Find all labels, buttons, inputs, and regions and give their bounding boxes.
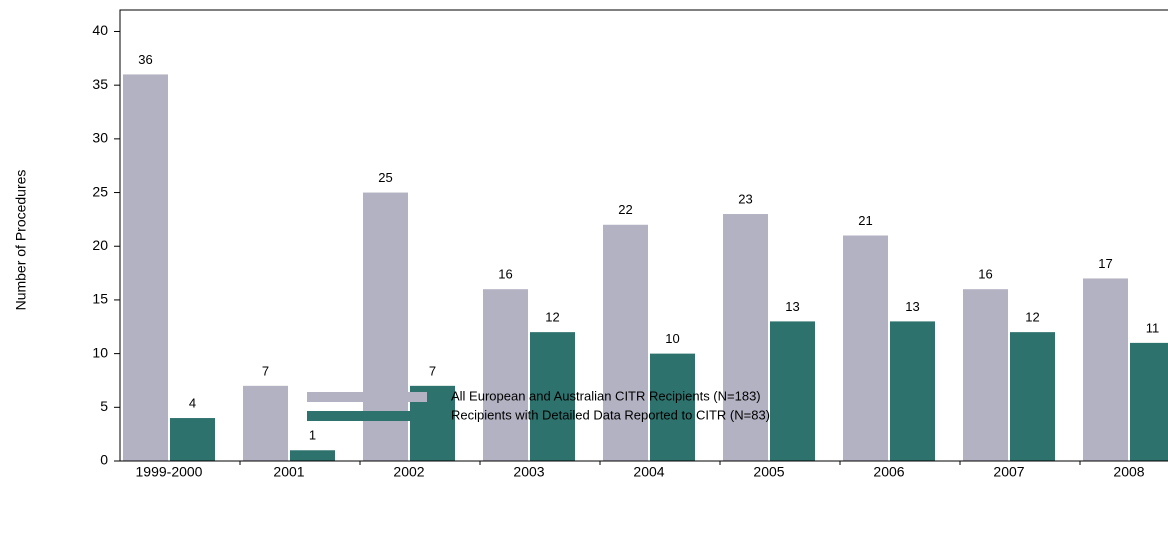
y-tick-label: 0	[100, 452, 108, 468]
bar	[723, 214, 768, 461]
y-axis-title: Number of Procedures	[13, 170, 29, 311]
y-tick-label: 35	[92, 76, 108, 92]
bar	[1130, 342, 1168, 461]
value-label: 16	[498, 267, 512, 282]
value-label: 11	[1146, 320, 1160, 335]
value-label: 4	[189, 395, 196, 410]
value-label: 25	[378, 170, 392, 185]
value-label: 16	[978, 267, 992, 282]
bar	[890, 321, 935, 461]
bar	[963, 289, 1008, 461]
bar	[1010, 332, 1055, 461]
value-label: 13	[785, 299, 799, 314]
y-tick-label: 40	[92, 22, 108, 38]
x-tick-label: 2007	[993, 464, 1024, 480]
value-label: 7	[262, 363, 269, 378]
value-label: 23	[738, 191, 752, 206]
legend-label: Recipients with Detailed Data Reported t…	[451, 407, 770, 422]
bar	[170, 418, 215, 461]
x-tick-label: 2008	[1113, 464, 1144, 480]
value-label: 1	[309, 428, 316, 443]
legend-label: All European and Australian CITR Recipie…	[451, 388, 761, 403]
value-label: 22	[618, 202, 632, 217]
bar	[290, 450, 335, 461]
bar	[1083, 278, 1128, 461]
legend-swatch	[307, 392, 427, 402]
y-tick-label: 10	[92, 344, 108, 360]
x-tick-label: 2002	[393, 464, 424, 480]
bar	[243, 385, 288, 461]
bar	[770, 321, 815, 461]
bar	[650, 353, 695, 461]
bar	[603, 224, 648, 461]
x-tick-label: 2004	[633, 464, 664, 480]
value-label: 17	[1098, 256, 1112, 271]
x-tick-label: 2005	[753, 464, 784, 480]
y-tick-label: 15	[92, 291, 108, 307]
y-tick-label: 20	[92, 237, 108, 253]
value-label: 12	[545, 310, 559, 325]
x-tick-label: 1999-2000	[136, 464, 203, 480]
bar	[123, 74, 168, 461]
value-label: 21	[858, 213, 872, 228]
value-label: 12	[1025, 310, 1039, 325]
bar	[843, 235, 888, 461]
x-tick-label: 2001	[273, 464, 304, 480]
value-label: 36	[138, 52, 152, 67]
y-tick-label: 25	[92, 183, 108, 199]
y-tick-label: 5	[100, 398, 108, 414]
bar	[483, 289, 528, 461]
x-tick-label: 2003	[513, 464, 544, 480]
bar	[530, 332, 575, 461]
legend-swatch	[307, 411, 427, 421]
y-tick-label: 30	[92, 130, 108, 146]
value-label: 10	[665, 331, 679, 346]
value-label: 7	[429, 363, 436, 378]
x-tick-label: 2006	[873, 464, 904, 480]
value-label: 13	[905, 299, 919, 314]
